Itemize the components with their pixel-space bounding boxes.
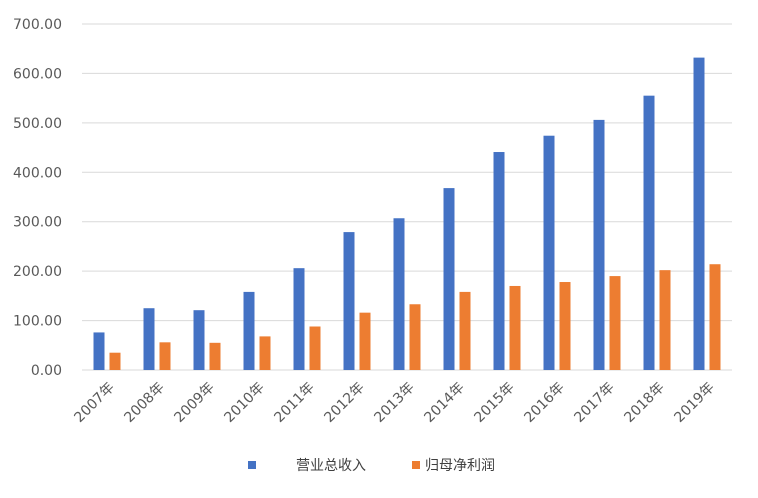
bar-revenue [493, 152, 505, 370]
bar-net-profit [559, 282, 571, 370]
x-tick-label: 2014年 [421, 380, 467, 426]
bar-revenue [393, 218, 405, 370]
bar-net-profit [209, 342, 221, 370]
legend-swatch [412, 461, 420, 469]
y-tick-label: 400.00 [13, 165, 62, 181]
legend-label: 归母净利润 [425, 457, 495, 474]
bar-net-profit [309, 326, 321, 370]
bar-net-profit [509, 285, 521, 370]
gridlines [82, 23, 732, 371]
bar-revenue [693, 57, 705, 371]
x-tick-label: 2010年 [221, 380, 267, 426]
bar-net-profit [659, 270, 671, 370]
x-tick-label: 2008年 [121, 380, 167, 426]
bar-net-profit [409, 304, 421, 370]
x-axis-labels: 2007年 2008年 2009年 2010年 2011年 2012年 2013年 2014年… [71, 380, 717, 426]
bar-revenue [143, 308, 155, 370]
bar-net-profit [609, 276, 621, 370]
y-tick-label: 600.00 [13, 66, 62, 82]
x-tick-label: 2017年 [571, 380, 617, 426]
bar-net-profit [159, 342, 171, 370]
bars [93, 57, 721, 371]
bar-net-profit [109, 352, 121, 370]
y-tick-label: 100.00 [13, 314, 62, 330]
y-axis-labels: 0.00 100.00 200.00 300.00 400.00 500.00 600.00… [13, 17, 62, 379]
x-tick-label: 2007年 [71, 380, 117, 426]
bar-net-profit [259, 336, 271, 370]
x-tick-label: 2016年 [521, 380, 567, 426]
x-tick-label: 2013年 [371, 380, 417, 426]
y-tick-label: 300.00 [13, 215, 62, 231]
bar-revenue [193, 310, 205, 370]
bar-revenue [443, 188, 455, 370]
bar-revenue [93, 332, 105, 370]
bar-revenue [543, 135, 555, 370]
x-tick-label: 2011年 [271, 380, 317, 426]
x-tick-label: 2018年 [621, 380, 667, 426]
bar-revenue [293, 268, 305, 370]
y-tick-label: 0.00 [31, 363, 62, 379]
bar-revenue [243, 291, 255, 370]
legend-label: 营业总收入 [296, 458, 366, 474]
bar-revenue [343, 232, 355, 370]
bar-net-profit [709, 264, 721, 370]
x-tick-label: 2019年 [671, 380, 717, 426]
y-tick-label: 700.00 [13, 17, 62, 33]
bar-net-profit [459, 291, 471, 370]
legend: 营业总收入 归母净利润 [248, 457, 495, 474]
x-tick-label: 2009年 [171, 380, 217, 426]
bar-net-profit [359, 312, 371, 370]
x-tick-label: 2012年 [321, 380, 367, 426]
bar-revenue [643, 95, 655, 371]
y-tick-label: 500.00 [13, 116, 62, 132]
x-tick-label: 2015年 [471, 380, 517, 426]
legend-swatch [248, 461, 256, 469]
bar-revenue [593, 119, 605, 371]
y-tick-label: 200.00 [13, 264, 62, 280]
